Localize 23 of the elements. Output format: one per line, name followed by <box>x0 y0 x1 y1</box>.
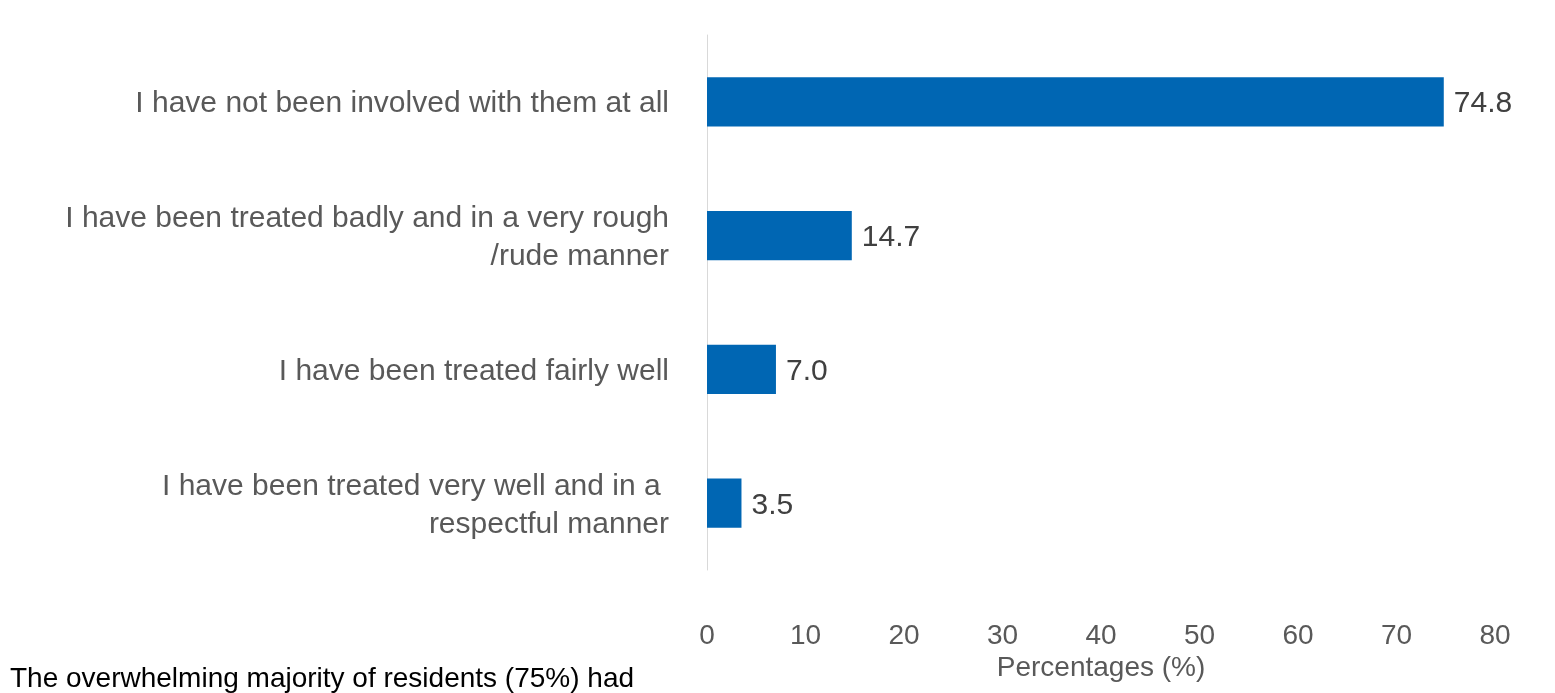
y-tick-label: I have been treated very well and in a respectful manner <box>162 467 669 539</box>
y-tick-label: I have not been involved with them at all <box>135 85 669 119</box>
data-label: 14.7 <box>861 219 921 253</box>
x-tick-label: 80 <box>1479 618 1511 650</box>
bar <box>707 210 852 261</box>
data-label: 3.5 <box>751 486 794 520</box>
x-tick-label: 0 <box>699 618 715 650</box>
bar <box>707 344 776 395</box>
data-label: 74.8 <box>1453 85 1513 119</box>
x-tick-label: 60 <box>1282 618 1314 650</box>
x-tick-label: 50 <box>1183 618 1216 650</box>
y-tick-label: I have been treated badly and in a very rough/rude manner <box>65 200 669 272</box>
bar <box>707 478 742 528</box>
x-tick-label: 10 <box>789 618 822 650</box>
x-tick-label: 70 <box>1380 618 1413 650</box>
x-tick-label: 20 <box>888 618 920 650</box>
data-label: 7.0 <box>785 352 828 386</box>
x-tick-label: 40 <box>1085 618 1117 650</box>
text: The overwhelming majority of residents (75%) had <box>10 661 635 693</box>
x-tick-label: 30 <box>986 618 1019 650</box>
bar <box>707 77 1444 127</box>
y-tick-label: I have been treated fairly well <box>278 352 669 386</box>
x-axis-title: Percentages (%) <box>996 651 1206 683</box>
